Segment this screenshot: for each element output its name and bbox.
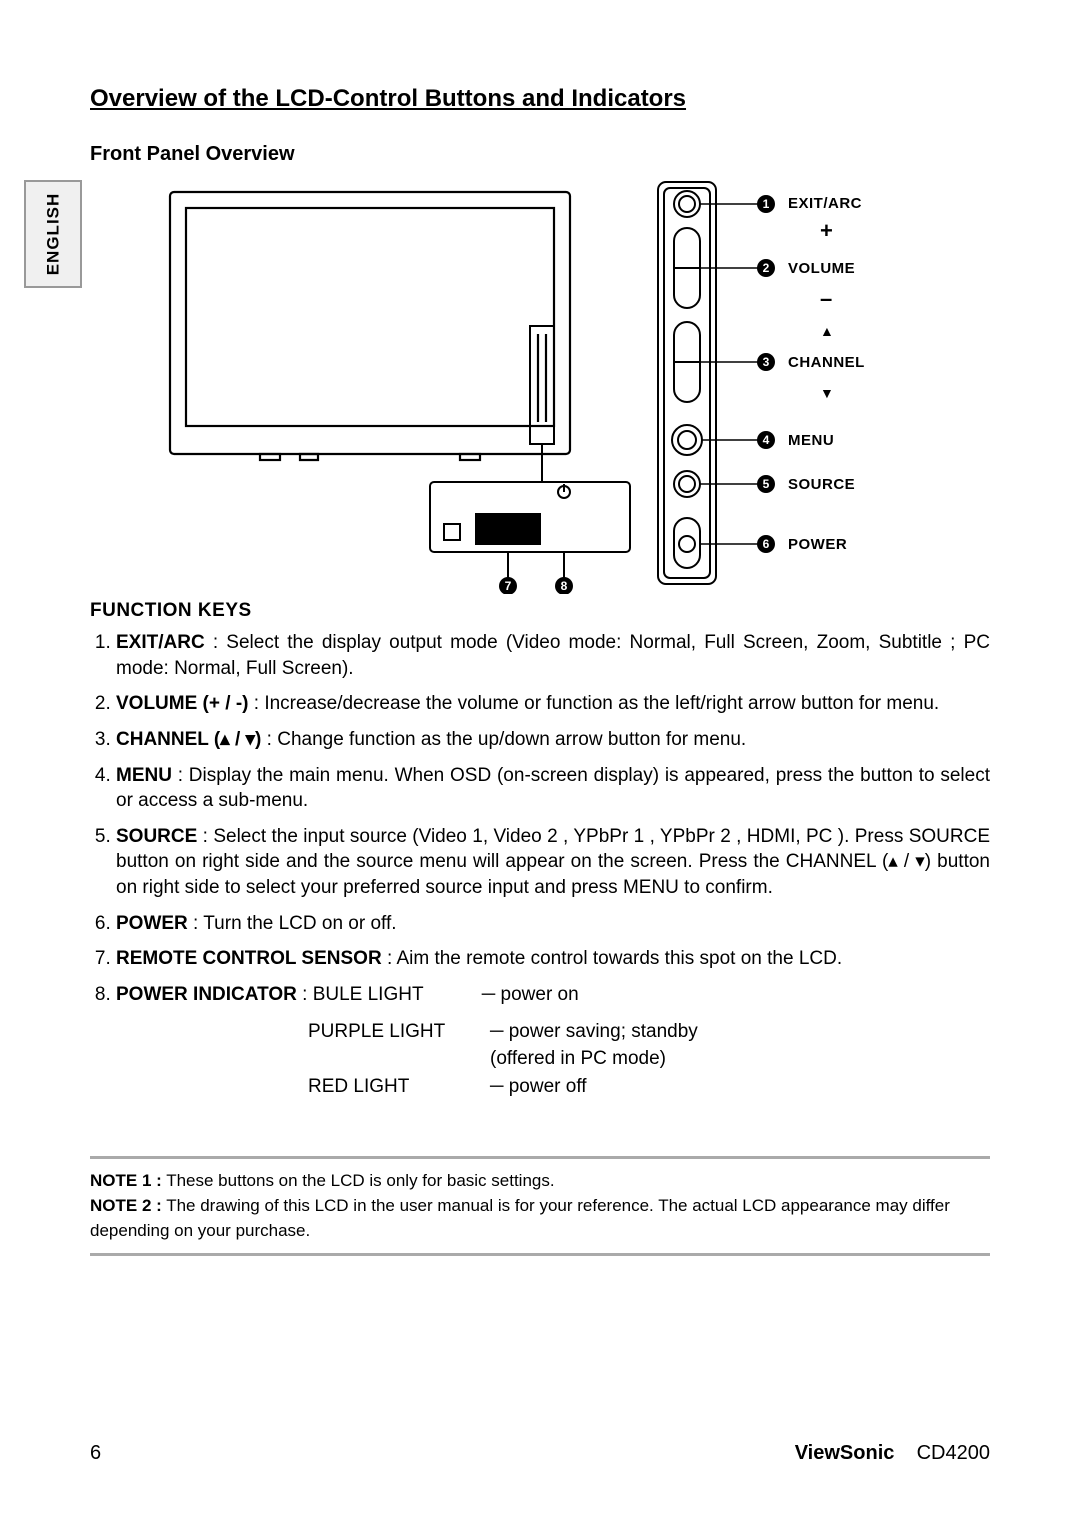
svg-text:1: 1 — [763, 197, 770, 211]
fk-item-2: VOLUME (+ / -) : Increase/decrease the v… — [116, 691, 990, 717]
callout-plus: + — [820, 218, 833, 243]
page-footer: 6 ViewSonic CD4200 — [90, 1442, 990, 1465]
front-panel-diagram: 1 2 3 4 5 6 7 8 EXIT/ARC + VOLUME – ▲ CH… — [160, 174, 930, 594]
power-indicator-table: PURPLE LIGHT─ power saving; standby (off… — [308, 1018, 990, 1101]
svg-text:3: 3 — [763, 355, 770, 369]
function-keys-list: EXIT/ARC : Select the display output mod… — [90, 630, 990, 1008]
callout-power: POWER — [788, 536, 847, 553]
callout-channel: CHANNEL — [788, 354, 865, 371]
fk-item-4: MENU : Display the main menu. When OSD (… — [116, 763, 990, 814]
svg-text:8: 8 — [561, 579, 568, 593]
callout-down: ▼ — [820, 385, 834, 401]
svg-text:6: 6 — [763, 537, 770, 551]
page-number: 6 — [90, 1442, 101, 1465]
callout-up: ▲ — [820, 323, 834, 339]
language-tab-text: ENGLISH — [43, 193, 63, 276]
callout-menu: MENU — [788, 432, 834, 449]
fk-item-7: REMOTE CONTROL SENSOR : Aim the remote c… — [116, 946, 990, 972]
fk-item-1: EXIT/ARC : Select the display output mod… — [116, 630, 990, 681]
notes-block: NOTE 1 : These buttons on the LCD is onl… — [90, 1156, 990, 1256]
callout-source: SOURCE — [788, 476, 855, 493]
language-tab: ENGLISH — [24, 180, 82, 288]
callout-minus: – — [820, 286, 833, 311]
svg-text:7: 7 — [505, 579, 512, 593]
callout-volume: VOLUME — [788, 260, 855, 277]
footer-brand: ViewSonic CD4200 — [795, 1442, 990, 1465]
page-title: Overview of the LCD-Control Buttons and … — [90, 85, 990, 113]
fk-item-5: SOURCE : Select the input source (Video … — [116, 824, 990, 901]
fk-item-3: CHANNEL (▴ / ▾) : Change function as the… — [116, 727, 990, 753]
function-keys-heading: FUNCTION KEYS — [90, 600, 990, 622]
svg-text:4: 4 — [763, 433, 770, 447]
fk-item-6: POWER : Turn the LCD on or off. — [116, 911, 990, 937]
fk-item-8: POWER INDICATOR : BULE LIGHT ─ power on — [116, 982, 990, 1008]
svg-text:5: 5 — [763, 477, 770, 491]
callout-exit: EXIT/ARC — [788, 195, 862, 212]
section-subtitle: Front Panel Overview — [90, 143, 990, 166]
svg-text:2: 2 — [763, 261, 770, 275]
